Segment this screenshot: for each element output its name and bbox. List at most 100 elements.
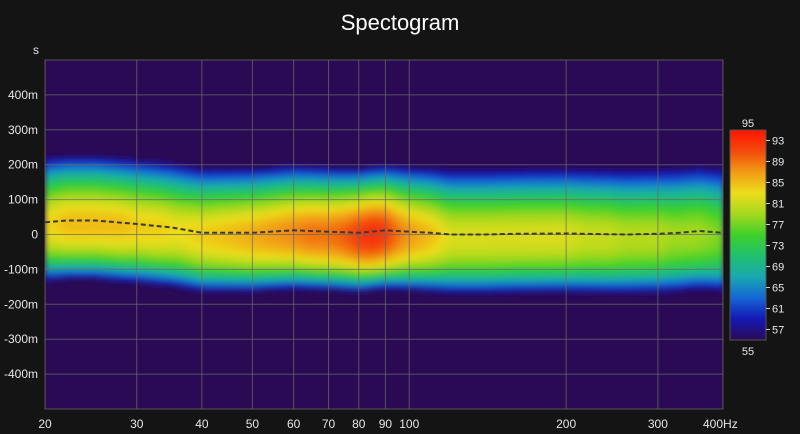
heatmap-cell: [364, 269, 369, 275]
heatmap-cell: [635, 215, 641, 220]
heatmap-cell: [387, 218, 393, 224]
heatmap-cell: [376, 184, 381, 189]
heatmap-cell: [88, 273, 94, 278]
heatmap-cell: [68, 242, 74, 247]
heatmap-cell: [607, 273, 613, 278]
heatmap-cell: [431, 284, 437, 290]
heatmap-cell: [391, 211, 397, 216]
heatmap-cell: [555, 277, 561, 282]
heatmap-cell: [236, 172, 242, 178]
heatmap-cell: [168, 218, 174, 224]
heatmap-cell: [276, 195, 282, 201]
heatmap-cell: [647, 230, 653, 236]
heatmap-cell: [84, 238, 90, 244]
heatmap-cell: [415, 261, 421, 267]
heatmap-cell: [304, 191, 310, 197]
heatmap-cell: [455, 191, 461, 197]
heatmap-cell: [92, 257, 98, 263]
heatmap-cell: [555, 203, 561, 209]
heatmap-cell: [555, 273, 561, 278]
heatmap-cell: [140, 176, 146, 182]
heatmap-cell: [423, 226, 429, 232]
heatmap-cell: [539, 257, 545, 263]
heatmap-cell: [531, 273, 537, 278]
heatmap-cell: [336, 238, 341, 244]
heatmap-cell: [200, 242, 206, 247]
heatmap-cell: [340, 168, 345, 174]
heatmap-cell: [272, 199, 278, 205]
heatmap-cell: [391, 246, 397, 251]
heatmap-cell: [467, 211, 473, 216]
heatmap-cell: [188, 199, 194, 205]
heatmap-cell: [196, 277, 202, 282]
heatmap-cell: [567, 172, 573, 178]
heatmap-cell: [48, 160, 54, 166]
heatmap-cell: [551, 195, 557, 201]
heatmap-cell: [427, 180, 433, 185]
heatmap-cell: [407, 203, 413, 209]
heatmap-cell: [623, 207, 629, 213]
heatmap-cell: [551, 207, 557, 213]
heatmap-cell: [611, 269, 617, 275]
heatmap-cell: [372, 172, 377, 178]
heatmap-cell: [312, 211, 317, 216]
heatmap-cell: [579, 253, 585, 259]
heatmap-cell: [188, 238, 194, 244]
heatmap-cell: [479, 199, 485, 205]
heatmap-cell: [579, 226, 585, 232]
heatmap-cell: [300, 281, 306, 286]
heatmap-cell: [188, 211, 194, 216]
heatmap-cell: [236, 288, 242, 294]
heatmap-cell: [48, 269, 54, 275]
heatmap-cell: [140, 211, 146, 216]
heatmap-cell: [352, 191, 357, 197]
heatmap-cell: [292, 250, 298, 255]
heatmap-cell: [543, 203, 549, 209]
heatmap-cell: [387, 164, 393, 170]
heatmap-cell: [64, 238, 70, 244]
heatmap-cell: [152, 168, 158, 174]
heatmap-cell: [344, 222, 349, 228]
heatmap-cell: [232, 226, 238, 232]
heatmap-cell: [280, 215, 286, 220]
heatmap-cell: [579, 184, 585, 189]
heatmap-cell: [252, 269, 258, 275]
heatmap-cell: [92, 195, 98, 201]
heatmap-cell: [523, 187, 529, 193]
heatmap-cell: [399, 246, 405, 251]
heatmap-cell: [312, 234, 317, 240]
heatmap-cell: [152, 203, 158, 209]
heatmap-cell: [595, 168, 601, 174]
heatmap-cell: [280, 199, 286, 205]
heatmap-cell: [212, 281, 218, 286]
heatmap-cell: [208, 250, 214, 255]
heatmap-cell: [228, 273, 234, 278]
heatmap-cell: [403, 199, 409, 205]
heatmap-cell: [599, 234, 605, 240]
heatmap-cell: [439, 261, 445, 267]
heatmap-cell: [559, 250, 565, 255]
heatmap-cell: [216, 207, 222, 213]
heatmap-cell: [292, 180, 298, 185]
heatmap-cell: [64, 261, 70, 267]
heatmap-cell: [140, 277, 146, 282]
heatmap-cell: [415, 168, 421, 174]
heatmap-cell: [220, 199, 226, 205]
heatmap-cell: [336, 242, 341, 247]
heatmap-cell: [523, 176, 529, 182]
heatmap-cell: [615, 222, 621, 228]
heatmap-cell: [399, 265, 405, 271]
heatmap-cell: [228, 172, 234, 178]
heatmap-cell: [495, 207, 501, 213]
heatmap-cell: [555, 250, 561, 255]
heatmap-cell: [567, 180, 573, 185]
heatmap-cell: [599, 284, 605, 290]
heatmap-cell: [372, 253, 377, 259]
heatmap-cell: [391, 164, 397, 170]
heatmap-cell: [208, 195, 214, 201]
heatmap-cell: [547, 172, 553, 178]
heatmap-cell: [124, 168, 130, 174]
heatmap-cell: [635, 253, 641, 259]
heatmap-cell: [667, 242, 672, 247]
heatmap-cell: [196, 250, 202, 255]
